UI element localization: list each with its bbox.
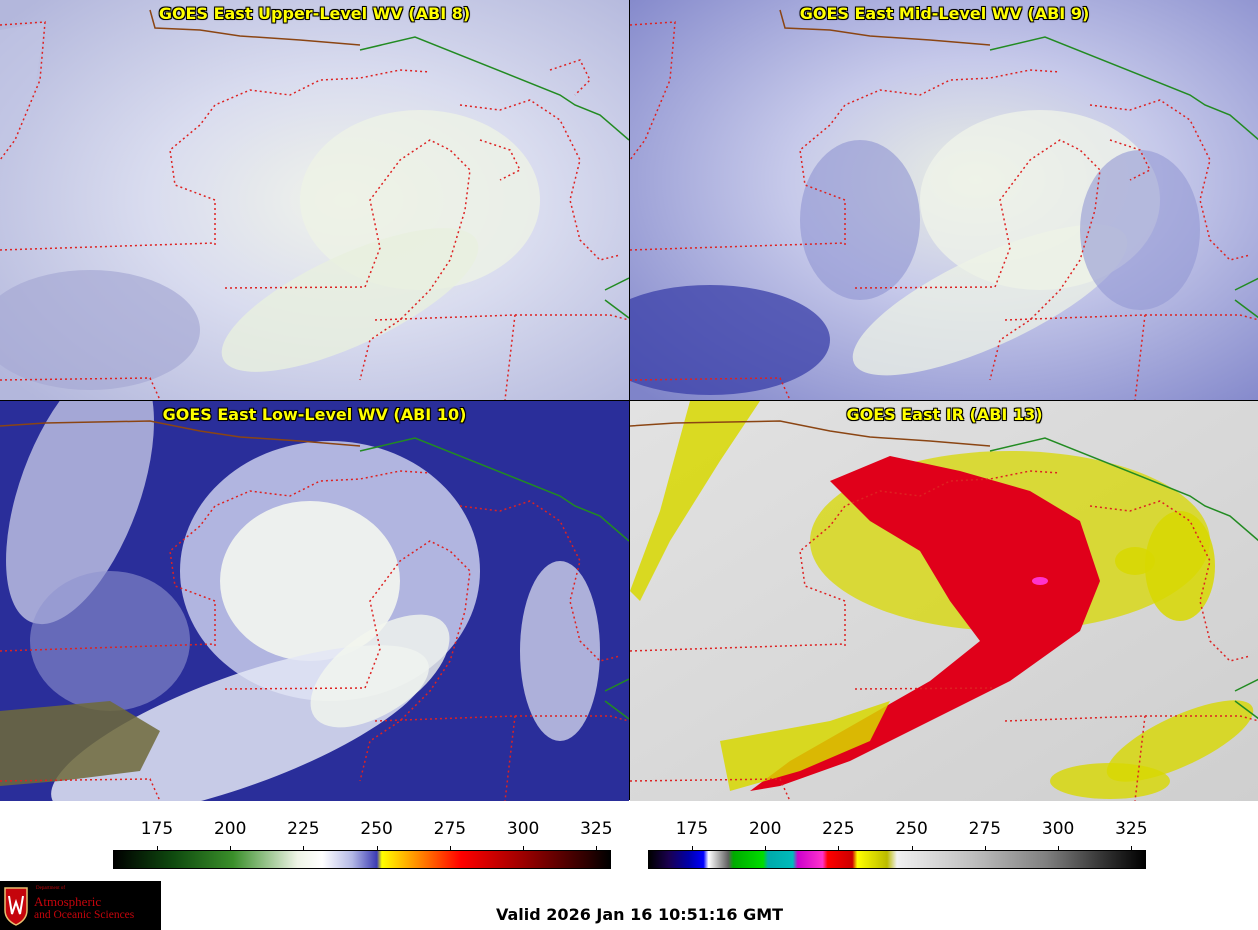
wv-colorbar-tick-label: 225 [287, 819, 320, 839]
upper-level-wv-image [0, 0, 629, 400]
ir-colorbar-tick-label: 175 [675, 819, 709, 839]
wv-colorbar-tick-mark [376, 846, 378, 850]
ir-colorbar-ticks: 175 200 225 250 275 300 325 [648, 815, 1148, 845]
wv-colorbar-tick-label: 250 [360, 819, 393, 839]
ir-colorbar-tick-label: 250 [895, 819, 928, 839]
ir-colorbar-tick-label: 325 [1115, 819, 1148, 839]
ir-colorbar-tick-label: 300 [1041, 819, 1075, 839]
wv-colorbar-tick-mark [596, 846, 598, 850]
wv-colorbar-tick-label: 300 [506, 819, 540, 839]
valid-time: Valid 2026 Jan 16 10:51:16 GMT [496, 905, 784, 924]
panel-title: GOES East Mid-Level WV (ABI 9) [799, 4, 1090, 23]
upper-level-wv-panel: GOES East Upper-Level WV (ABI 8) [0, 0, 629, 400]
wv-colorbar-gradient [113, 850, 611, 869]
ir-colorbar-tick-mark [838, 846, 840, 850]
mid-level-wv-image [630, 0, 1258, 400]
ir-colorbar: 175 200 225 250 275 300 325 [648, 815, 1148, 875]
ir-colorbar-tick-label: 200 [748, 819, 782, 839]
wv-colorbar-tick-label: 275 [433, 819, 467, 839]
ir-colorbar-tick-label: 225 [822, 819, 855, 839]
wv-colorbar-ticks: 175 200 225 250 275 300 325 [113, 815, 613, 845]
ir-colorbar-tick-mark [691, 846, 693, 850]
logo-line2: and Oceanic Sciences [34, 909, 135, 921]
aos-logo: Department of Atmospheric and Oceanic Sc… [0, 881, 161, 930]
panel-title: GOES East IR (ABI 13) [846, 405, 1043, 424]
ir-colorbar-gradient [648, 850, 1146, 869]
ir-colorbar-tick-label: 275 [968, 819, 1002, 839]
wv-colorbar-tick-mark [523, 846, 525, 850]
low-level-wv-panel: GOES East Low-Level WV (ABI 10) [0, 401, 629, 801]
low-level-wv-image [0, 401, 629, 801]
wv-colorbar-tick-label: 325 [580, 819, 613, 839]
panel-title: GOES East Low-Level WV (ABI 10) [162, 405, 467, 424]
logo-dept: Department of [36, 886, 66, 891]
wv-colorbar-tick-mark [230, 846, 232, 850]
uw-crest-icon [4, 887, 28, 926]
wv-colorbar: 175 200 225 250 275 300 325 [113, 815, 613, 875]
wv-colorbar-tick-label: 175 [140, 819, 174, 839]
panel-divider-horizontal [0, 400, 1258, 401]
wv-colorbar-tick-label: 200 [213, 819, 247, 839]
ir-image [630, 401, 1258, 801]
wv-colorbar-tick-mark [449, 846, 451, 850]
ir-colorbar-tick-mark [1058, 846, 1060, 850]
logo-line1: Atmospheric [34, 894, 102, 909]
ir-colorbar-tick-mark [765, 846, 767, 850]
ir-colorbar-tick-mark [1131, 846, 1133, 850]
wv-colorbar-tick-mark [303, 846, 305, 850]
ir-panel: GOES East IR (ABI 13) [630, 401, 1258, 801]
wv-colorbar-tick-mark [156, 846, 158, 850]
ir-colorbar-tick-mark [984, 846, 986, 850]
ir-colorbar-tick-mark [911, 846, 913, 850]
mid-level-wv-panel: GOES East Mid-Level WV (ABI 9) [630, 0, 1258, 400]
panel-title: GOES East Upper-Level WV (ABI 8) [158, 4, 471, 23]
